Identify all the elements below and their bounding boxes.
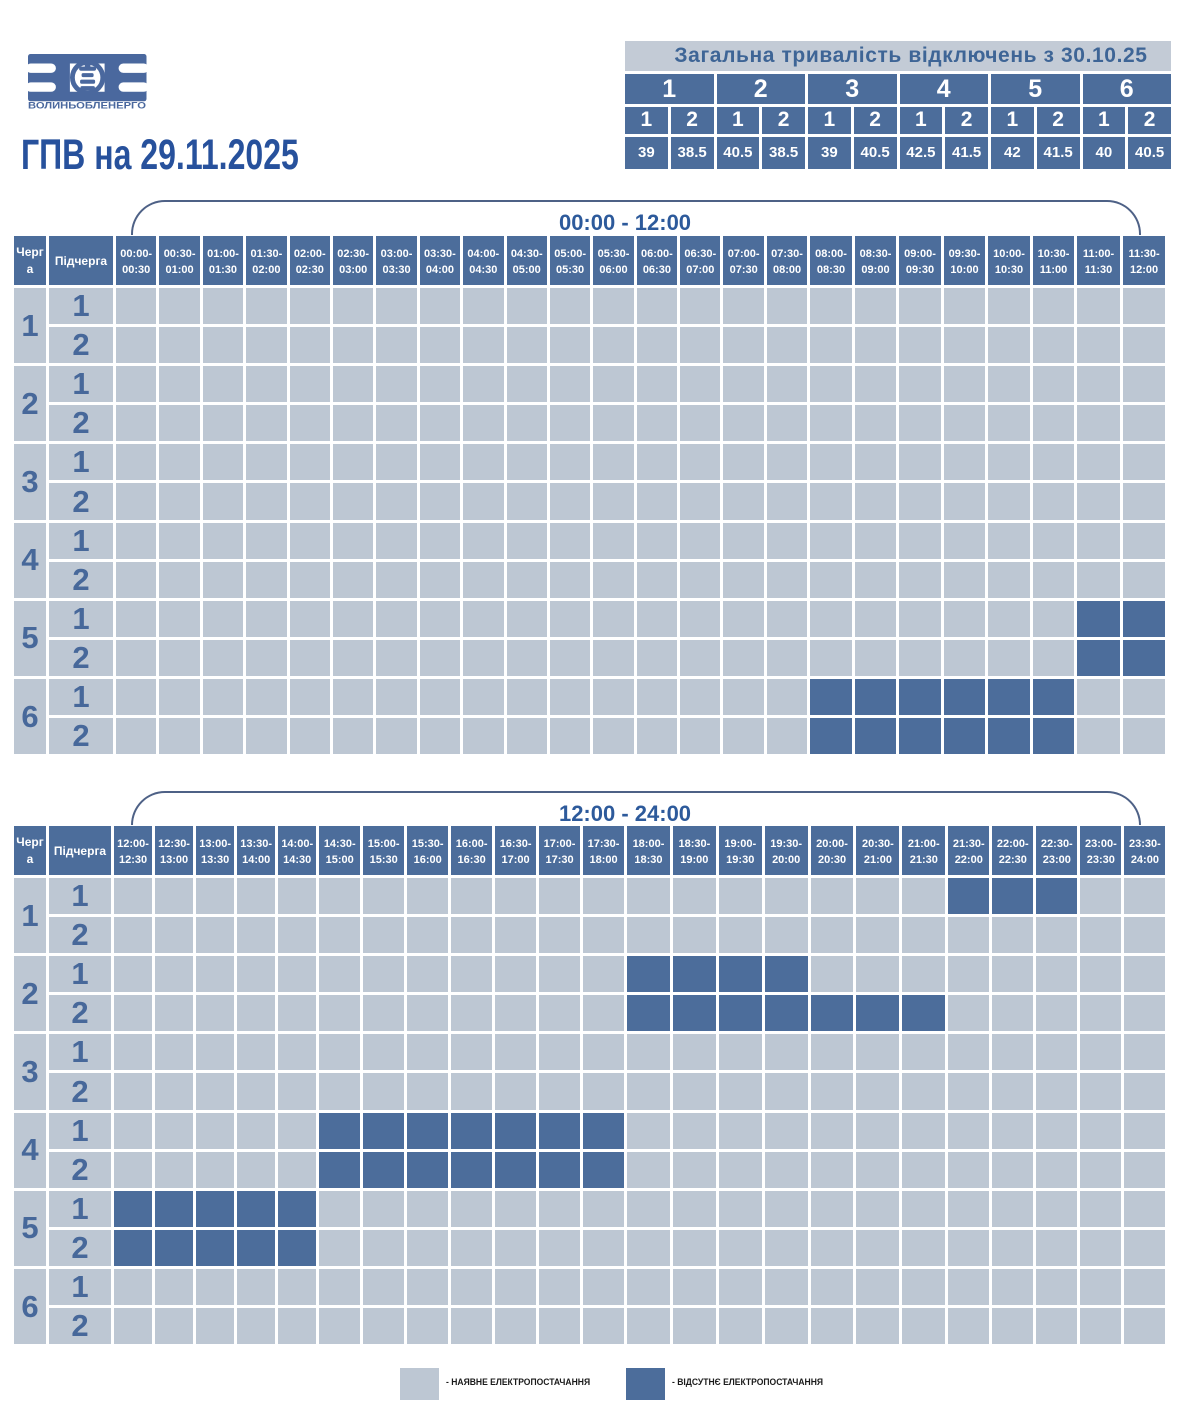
- svg-text:ВОЛИНЬОБЛЕНЕРГО: ВОЛИНЬОБЛЕНЕРГО: [28, 101, 146, 111]
